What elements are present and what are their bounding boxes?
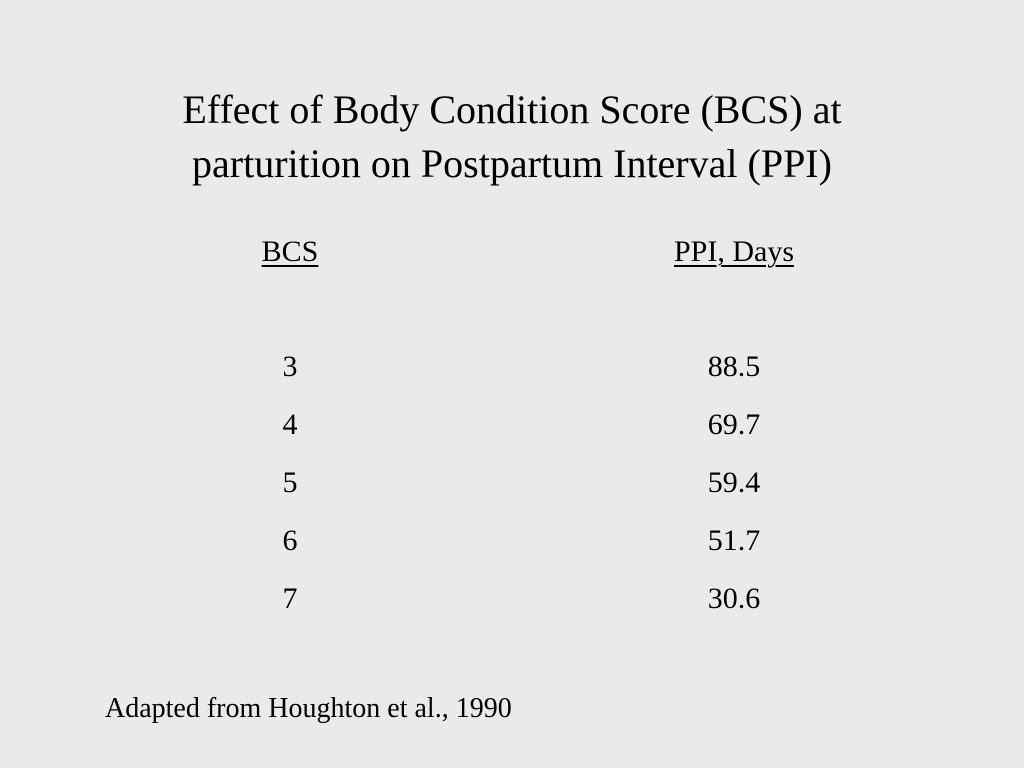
slide-title-line-1: Effect of Body Condition Score (BCS) at xyxy=(182,87,842,132)
table-row: 6 51.7 xyxy=(0,519,1024,577)
ppi-cell: 30.6 xyxy=(707,582,761,615)
data-table: 3 88.5 4 69.7 5 59.4 6 51.7 7 30.6 xyxy=(0,345,1024,635)
table-row: 7 30.6 xyxy=(0,577,1024,635)
ppi-cell: 88.5 xyxy=(707,350,761,383)
bcs-cell: 5 xyxy=(282,466,298,499)
table-row: 5 59.4 xyxy=(0,461,1024,519)
column-header-ppi-days: PPI, Days xyxy=(673,235,794,268)
column-header-bcs: BCS xyxy=(261,235,319,268)
source-citation: Adapted from Houghton et al., 1990 xyxy=(105,693,512,724)
bcs-cell: 3 xyxy=(282,350,298,383)
table-row: 4 69.7 xyxy=(0,403,1024,461)
ppi-cell: 59.4 xyxy=(707,466,761,499)
bcs-cell: 4 xyxy=(282,408,298,441)
slide-title-line-2: parturition on Postpartum Interval (PPI) xyxy=(192,141,832,186)
ppi-cell: 69.7 xyxy=(707,408,761,441)
ppi-cell: 51.7 xyxy=(707,524,761,557)
bcs-cell: 6 xyxy=(282,524,298,557)
table-row: 3 88.5 xyxy=(0,345,1024,403)
slide-title: Effect of Body Condition Score (BCS) at … xyxy=(62,83,962,191)
bcs-cell: 7 xyxy=(282,582,298,615)
